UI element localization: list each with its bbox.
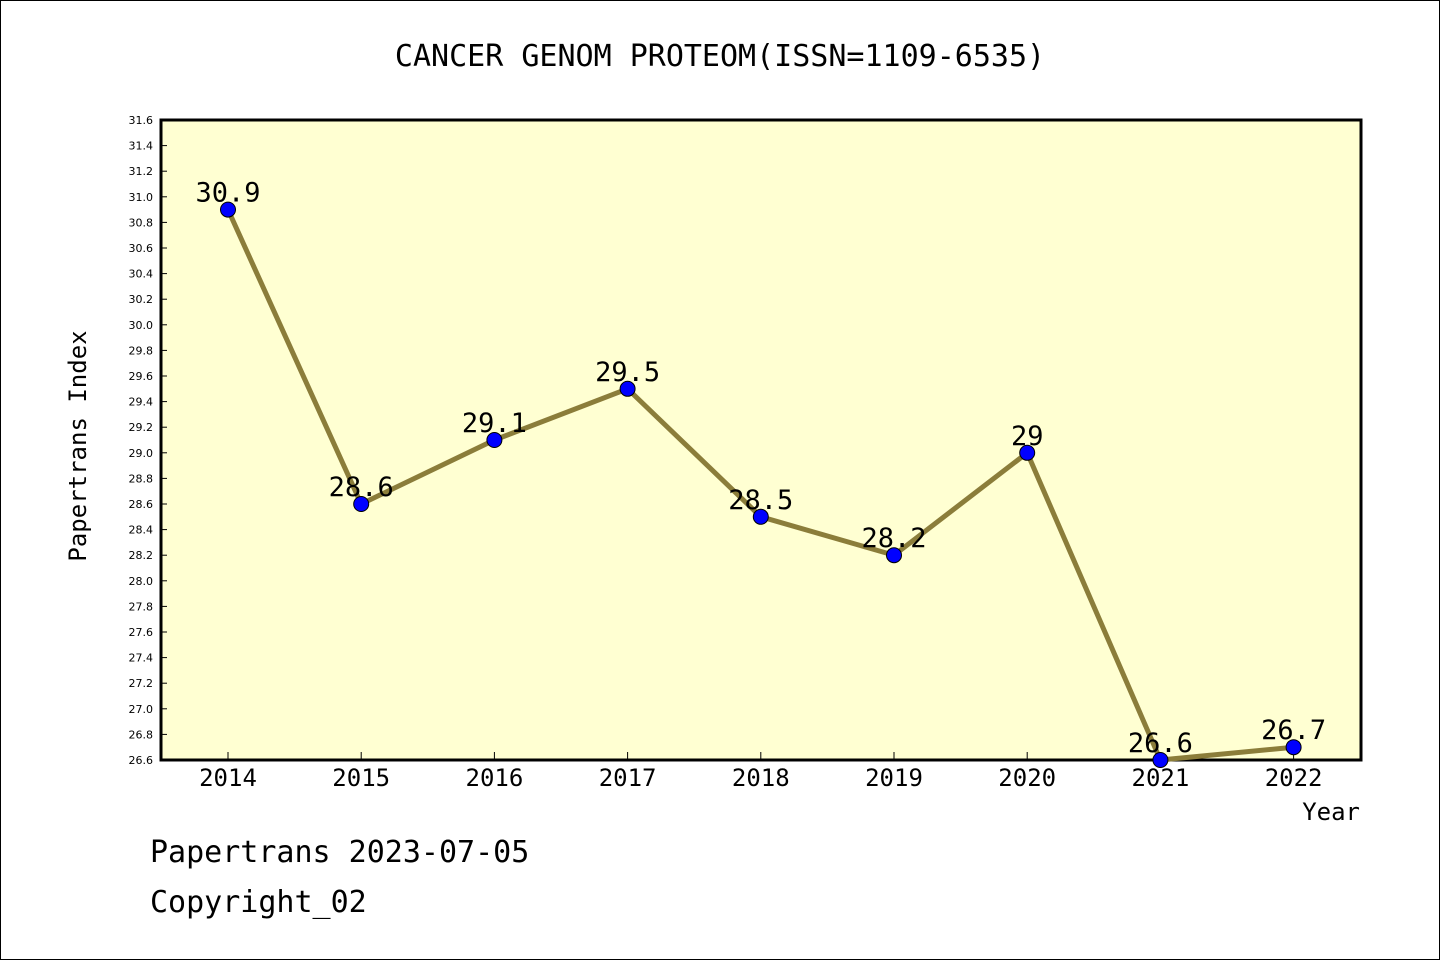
footer-copyright-text: Copyright_02 [150, 885, 367, 920]
y-tick-label: 28.0 [129, 575, 154, 588]
y-axis: 26.6 26.8 27.0 27.2 27.4 27.6 27.8 28.0 28.2 28.4… [129, 114, 167, 767]
x-tick-label: 2016 [466, 764, 524, 792]
series-points-group [220, 201, 1302, 768]
y-tick-label: 28.2 [129, 549, 154, 562]
x-tick-label: 2015 [332, 764, 390, 792]
data-label: 26.7 [1261, 715, 1326, 746]
data-point [353, 496, 370, 512]
y-axis-label: Papertrans Index [64, 330, 92, 561]
x-tick-label: 2021 [1132, 764, 1190, 792]
y-tick-label: 28.4 [129, 524, 154, 537]
y-tick-label: 28.6 [129, 498, 154, 511]
y-tick-label: 30.8 [129, 216, 154, 229]
y-tick-label: 29.4 [129, 396, 154, 409]
data-label: 28.2 [861, 523, 926, 554]
y-tick-label: 28.8 [129, 472, 154, 485]
data-point [220, 201, 236, 218]
data-label: 29 [1011, 421, 1044, 452]
data-label: 28.6 [329, 472, 394, 503]
y-tick-label: 27.0 [129, 703, 154, 716]
y-tick-label: 31.6 [129, 114, 154, 127]
x-tick-label: 2014 [199, 764, 257, 792]
data-point [1285, 739, 1302, 756]
y-tick-label: 29.8 [129, 344, 154, 357]
y-tick-label: 27.8 [129, 600, 154, 613]
footer-date-text: Papertrans 2023-07-05 [150, 835, 530, 870]
data-label: 28.5 [728, 485, 793, 516]
chart-title: CANCER GENOM PROTEOM(ISSN=1109-6535) [395, 39, 1045, 74]
x-tick-label: 2019 [865, 764, 923, 792]
data-label: 29.1 [462, 408, 527, 439]
y-tick-label: 30.2 [129, 293, 154, 306]
y-tick-label: 30.0 [129, 319, 154, 332]
x-axis-label: Year [1302, 798, 1360, 826]
y-tick-label: 27.4 [129, 652, 154, 665]
data-point [886, 547, 902, 564]
y-tick-label: 26.6 [129, 754, 154, 767]
plot-area [159, 118, 1363, 762]
data-point [486, 432, 503, 448]
data-label: 26.6 [1128, 728, 1193, 759]
data-point [752, 508, 769, 525]
y-tick-label: 31.0 [129, 191, 154, 204]
x-tick-label: 2020 [998, 764, 1056, 792]
y-tick-label: 29.6 [129, 370, 154, 383]
data-point [619, 380, 636, 397]
data-label: 30.9 [195, 178, 260, 209]
y-tick-label: 26.8 [129, 728, 154, 741]
data-point [1019, 444, 1036, 461]
data-label: 29.5 [595, 357, 660, 388]
y-tick-label: 27.6 [129, 626, 154, 639]
x-axis: 2014 2015 2016 2017 2018 2019 2020 2021 2022 [199, 752, 1322, 792]
x-tick-label: 2018 [732, 764, 790, 792]
y-tick-label: 31.2 [129, 165, 154, 178]
y-tick-label: 30.6 [129, 242, 154, 255]
y-tick-label: 29.0 [129, 447, 154, 460]
y-tick-label: 27.2 [129, 677, 154, 690]
y-tick-label: 30.4 [129, 268, 154, 281]
x-tick-label: 2017 [599, 764, 657, 792]
data-labels-group: 30.9 28.6 29.1 29.5 28.5 28.2 29 26.6 26.7 [195, 178, 1326, 759]
y-tick-label: 31.4 [129, 140, 154, 153]
y-tick-label: 29.2 [129, 421, 154, 434]
data-point [1152, 752, 1169, 768]
x-tick-label: 2022 [1265, 764, 1323, 792]
